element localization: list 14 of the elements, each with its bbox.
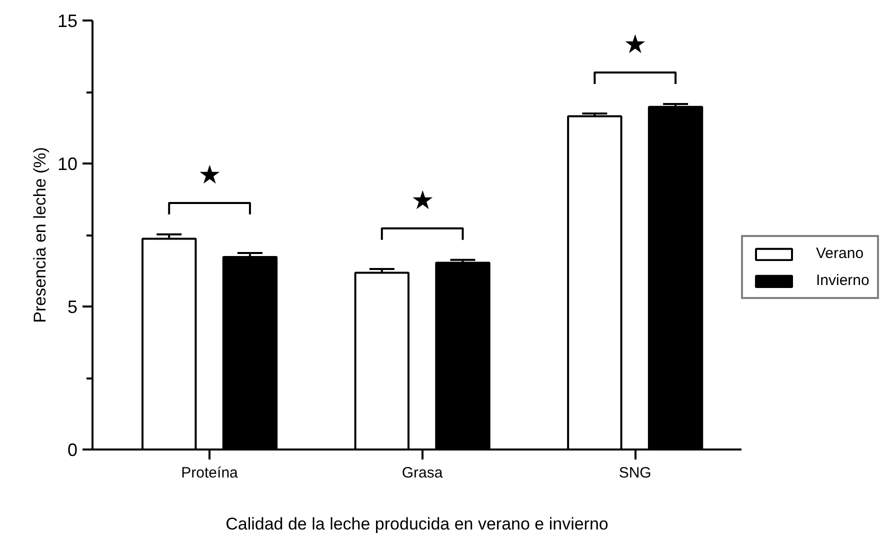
y-tick-label: 0	[67, 440, 78, 460]
y-tick-label: 5	[67, 297, 78, 317]
legend-label: Verano	[816, 245, 864, 262]
x-tick-label: Grasa	[402, 464, 444, 482]
annotation: ★	[410, 184, 434, 215]
annotation: ★	[198, 159, 222, 190]
annotation: ★	[624, 28, 647, 59]
y-axis-title: Presencia en leche (%)	[30, 147, 50, 323]
legend-label: Invierno	[816, 272, 870, 289]
x-tick-label: Proteína	[181, 464, 239, 482]
y-tick-label: 15	[57, 11, 78, 31]
x-axis-title: Calidad de la leche producida en verano e invierno	[226, 514, 608, 534]
y-tick-label: 10	[57, 154, 78, 174]
x-tick-label: SNG	[618, 464, 652, 482]
